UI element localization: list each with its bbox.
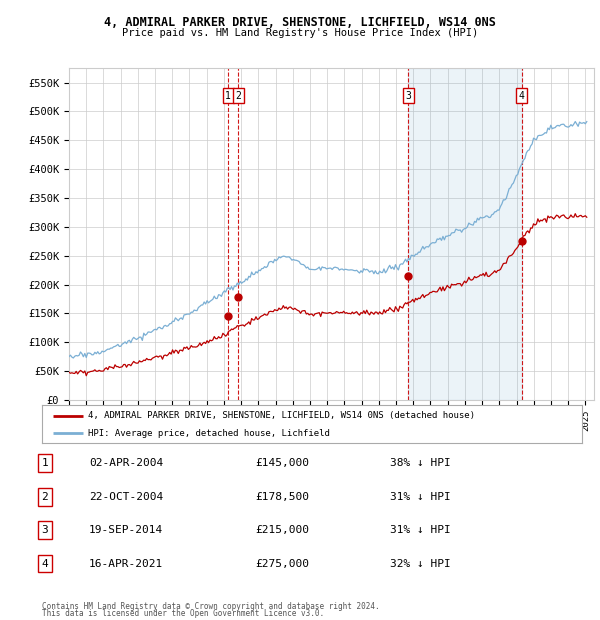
- Text: 3: 3: [41, 525, 49, 535]
- Text: 02-APR-2004: 02-APR-2004: [89, 458, 163, 468]
- Text: 2: 2: [235, 91, 241, 101]
- Text: 1: 1: [225, 91, 231, 101]
- Bar: [409, 68, 522, 400]
- Text: £178,500: £178,500: [255, 492, 309, 502]
- Text: 4: 4: [519, 91, 524, 101]
- Text: 1: 1: [41, 458, 49, 468]
- Text: 38% ↓ HPI: 38% ↓ HPI: [389, 458, 451, 468]
- Text: 31% ↓ HPI: 31% ↓ HPI: [389, 492, 451, 502]
- Text: 4: 4: [41, 559, 49, 569]
- Text: 4, ADMIRAL PARKER DRIVE, SHENSTONE, LICHFIELD, WS14 0NS: 4, ADMIRAL PARKER DRIVE, SHENSTONE, LICH…: [104, 16, 496, 29]
- Text: 3: 3: [406, 91, 412, 101]
- Text: 4, ADMIRAL PARKER DRIVE, SHENSTONE, LICHFIELD, WS14 0NS (detached house): 4, ADMIRAL PARKER DRIVE, SHENSTONE, LICH…: [88, 411, 475, 420]
- Text: 32% ↓ HPI: 32% ↓ HPI: [389, 559, 451, 569]
- Text: This data is licensed under the Open Government Licence v3.0.: This data is licensed under the Open Gov…: [42, 609, 324, 618]
- Text: 19-SEP-2014: 19-SEP-2014: [89, 525, 163, 535]
- Text: 31% ↓ HPI: 31% ↓ HPI: [389, 525, 451, 535]
- Text: 2: 2: [41, 492, 49, 502]
- Text: £215,000: £215,000: [255, 525, 309, 535]
- Text: £275,000: £275,000: [255, 559, 309, 569]
- Text: £145,000: £145,000: [255, 458, 309, 468]
- Text: Contains HM Land Registry data © Crown copyright and database right 2024.: Contains HM Land Registry data © Crown c…: [42, 602, 380, 611]
- Text: 16-APR-2021: 16-APR-2021: [89, 559, 163, 569]
- Text: Price paid vs. HM Land Registry's House Price Index (HPI): Price paid vs. HM Land Registry's House …: [122, 28, 478, 38]
- Text: HPI: Average price, detached house, Lichfield: HPI: Average price, detached house, Lich…: [88, 429, 330, 438]
- Text: 22-OCT-2004: 22-OCT-2004: [89, 492, 163, 502]
